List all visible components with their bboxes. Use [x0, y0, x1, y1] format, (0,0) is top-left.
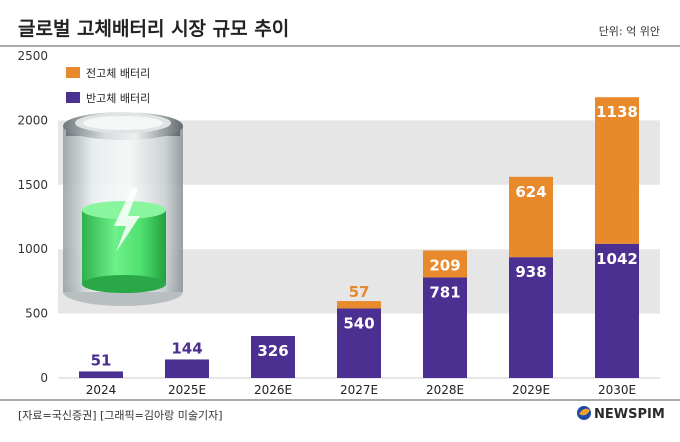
x-tick-label: 2028E: [426, 383, 464, 397]
y-tick-label: 1500: [17, 178, 48, 192]
x-axis-labels: 2024 2025E 2026E 2027E 2028E 2029E 2030E: [86, 383, 636, 397]
bar-semi-solid-2030E: [595, 243, 639, 378]
bar-semi-solid-2025E: [165, 359, 209, 378]
bar-all-solid-2029E: [509, 176, 553, 258]
y-tick-label: 2000: [17, 113, 48, 127]
value-label-semi-2024: 51: [91, 351, 112, 369]
value-label-semi-2028E: 781: [429, 283, 460, 301]
legend: 전고체 배터리 반고체 배터리: [66, 67, 150, 105]
brand-logo: NEWSPIM: [577, 406, 665, 422]
y-tick-label: 1000: [17, 242, 48, 256]
y-tick-label: 500: [25, 307, 48, 321]
bar-semi-solid-2029E: [509, 257, 553, 378]
value-label-semi-2025E: 144: [171, 339, 202, 357]
value-label-solid-2029E: 624: [515, 183, 546, 201]
value-labels-layer: 51 144 326 540 57 781 209 938 624 1042 1138: [91, 103, 638, 369]
value-label-solid-2030E: 1138: [596, 103, 638, 121]
y-tick-label: 2500: [17, 49, 48, 63]
x-tick-label: 2024: [86, 383, 117, 397]
y-tick-label: 0: [40, 371, 48, 385]
chart-title: 글로벌 고체배터리 시장 규모 추이: [18, 18, 289, 40]
value-label-semi-2029E: 938: [515, 263, 546, 281]
bars-layer: [79, 97, 639, 378]
bar-semi-solid-2028E: [423, 277, 467, 378]
value-label-semi-2027E: 540: [343, 314, 374, 332]
battery-icon: [63, 112, 183, 306]
x-tick-label: 2027E: [340, 383, 378, 397]
x-tick-label: 2029E: [512, 383, 550, 397]
value-label-solid-2027E: 57: [349, 283, 370, 301]
x-tick-label: 2025E: [168, 383, 206, 397]
bar-all-solid-2030E: [595, 97, 639, 244]
bar-semi-solid-2024: [79, 371, 123, 378]
bar-semi-solid-2027E: [337, 308, 381, 378]
brand-name: NEWSPIM: [594, 407, 665, 422]
legend-label-semi: 반고체 배터리: [86, 92, 150, 105]
unit-label: 단위: 억 위안: [599, 25, 660, 38]
value-label-solid-2028E: 209: [429, 256, 460, 274]
legend-swatch-solid: [66, 67, 80, 78]
y-axis-ticks: 0 500 1000 1500 2000 2500: [17, 49, 48, 385]
bar-semi-solid-2026E: [251, 336, 295, 378]
source-credit: [자료=국신증권] [그래픽=김아랑 미술기자]: [18, 409, 223, 422]
bar-all-solid-2027E: [337, 301, 381, 309]
x-tick-label: 2026E: [254, 383, 292, 397]
value-label-semi-2026E: 326: [257, 342, 288, 360]
legend-label-solid: 전고체 배터리: [86, 67, 150, 80]
legend-swatch-semi: [66, 92, 80, 103]
bar-all-solid-2028E: [423, 250, 467, 278]
x-tick-label: 2030E: [598, 383, 636, 397]
value-label-semi-2030E: 1042: [596, 250, 638, 268]
